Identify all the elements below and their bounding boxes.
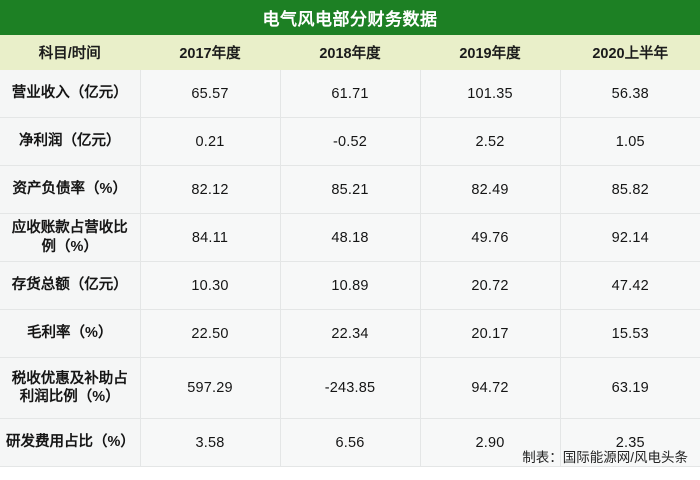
financial-table: 电气风电部分财务数据 科目/时间 2017年度 2018年度 2019年度 20… [0,0,700,467]
cell-inventory-2017: 10.30 [140,261,281,310]
cell-inventory-2018: 10.89 [280,261,421,310]
table-head: 电气风电部分财务数据 科目/时间 2017年度 2018年度 2019年度 20… [0,0,700,70]
cell-gross-margin-2017: 22.50 [140,309,281,358]
column-header-subject: 科目/时间 [0,35,141,70]
cell-revenue-2020h1: 56.38 [560,70,700,118]
table-title: 电气风电部分财务数据 [0,0,700,35]
row-label-inventory: 存货总额（亿元） [0,261,141,310]
row-label-tax-subsidy-ratio: 税收优惠及补助占利润比例（%） [0,357,141,419]
cell-revenue-2017: 65.57 [140,70,281,118]
cell-debt-ratio-2017: 82.12 [140,165,281,214]
cell-net-profit-2020h1: 1.05 [560,117,700,166]
table-row: 税收优惠及补助占利润比例（%） 597.29 -243.85 94.72 63.… [0,357,700,419]
cell-tax-subsidy-ratio-2020h1: 63.19 [560,357,700,419]
table-body: 营业收入（亿元） 65.57 61.71 101.35 56.38 净利润（亿元… [0,70,700,467]
table-row: 营业收入（亿元） 65.57 61.71 101.35 56.38 [0,70,700,118]
table-row: 净利润（亿元） 0.21 -0.52 2.52 1.05 [0,117,700,166]
cell-rnd-ratio-2019: 2.90 [420,418,561,467]
row-label-rnd-ratio: 研发费用占比（%） [0,418,141,467]
title-row: 电气风电部分财务数据 [0,0,700,35]
cell-revenue-2019: 101.35 [420,70,561,118]
table-row: 毛利率（%） 22.50 22.34 20.17 15.53 [0,309,700,358]
cell-debt-ratio-2020h1: 85.82 [560,165,700,214]
row-label-revenue: 营业收入（亿元） [0,70,141,118]
cell-tax-subsidy-ratio-2019: 94.72 [420,357,561,419]
column-header-2019: 2019年度 [420,35,561,70]
table-content: 电气风电部分财务数据 科目/时间 2017年度 2018年度 2019年度 20… [0,0,700,467]
table-row: 应收账款占营收比例（%） 84.11 48.18 49.76 92.14 [0,213,700,262]
cell-gross-margin-2018: 22.34 [280,309,421,358]
column-header-2018: 2018年度 [280,35,421,70]
row-label-net-profit: 净利润（亿元） [0,117,141,166]
column-header-2020h1: 2020上半年 [560,35,700,70]
column-header-row: 科目/时间 2017年度 2018年度 2019年度 2020上半年 [0,35,700,70]
cell-tax-subsidy-ratio-2017: 597.29 [140,357,281,419]
cell-debt-ratio-2019: 82.49 [420,165,561,214]
cell-receivables-ratio-2019: 49.76 [420,213,561,262]
cell-debt-ratio-2018: 85.21 [280,165,421,214]
cell-gross-margin-2020h1: 15.53 [560,309,700,358]
table-row: 资产负债率（%） 82.12 85.21 82.49 85.82 [0,165,700,214]
cell-inventory-2019: 20.72 [420,261,561,310]
cell-inventory-2020h1: 47.42 [560,261,700,310]
cell-net-profit-2019: 2.52 [420,117,561,166]
cell-rnd-ratio-2017: 3.58 [140,418,281,467]
cell-net-profit-2018: -0.52 [280,117,421,166]
cell-gross-margin-2019: 20.17 [420,309,561,358]
cell-tax-subsidy-ratio-2018: -243.85 [280,357,421,419]
cell-net-profit-2017: 0.21 [140,117,281,166]
table-row: 研发费用占比（%） 3.58 6.56 2.90 2.35 [0,418,700,467]
cell-receivables-ratio-2020h1: 92.14 [560,213,700,262]
column-header-2017: 2017年度 [140,35,281,70]
source-credit: 制表：国际能源网/风电头条 [522,450,688,465]
cell-receivables-ratio-2017: 84.11 [140,213,281,262]
cell-receivables-ratio-2018: 48.18 [280,213,421,262]
table-row: 存货总额（亿元） 10.30 10.89 20.72 47.42 [0,261,700,310]
cell-rnd-ratio-2020h1: 2.35 [560,418,700,467]
cell-rnd-ratio-2018: 6.56 [280,418,421,467]
row-label-debt-ratio: 资产负债率（%） [0,165,141,214]
row-label-gross-margin: 毛利率（%） [0,309,141,358]
row-label-receivables-ratio: 应收账款占营收比例（%） [0,213,141,262]
cell-revenue-2018: 61.71 [280,70,421,118]
